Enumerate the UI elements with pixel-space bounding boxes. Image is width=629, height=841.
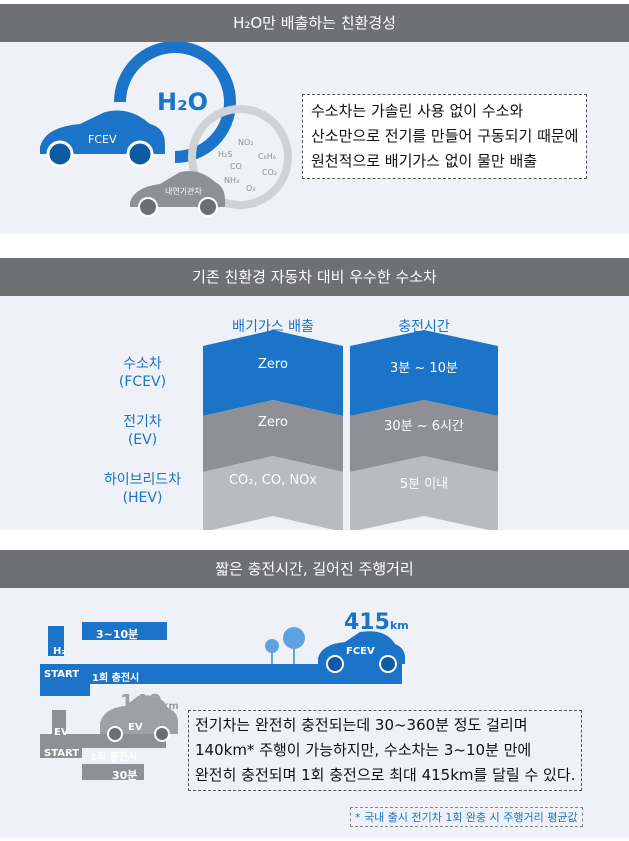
distance-unit: km: [389, 619, 409, 632]
gas-label: NH₃: [224, 176, 240, 185]
distance-value: 140: [120, 690, 162, 714]
car-label: FCEV: [88, 133, 117, 146]
section-title: 짧은 충전시간, 길어진 주행거리: [0, 550, 629, 588]
description-line: 원천적으로 배기가스 없이 물만 배출: [311, 152, 538, 170]
start-label: START: [44, 669, 80, 680]
charge-label: 1회 충전시: [90, 752, 138, 763]
row-code: (FCEV): [118, 374, 167, 390]
cell-value: 3분 ~ 10분: [390, 361, 458, 376]
description-line: 140km* 주행이 가능하지만, 수소차는 3~10분 만에: [195, 741, 532, 759]
section-title: 기존 친환경 자동차 대비 우수한 수소차: [0, 258, 629, 296]
row-name: 하이브리드차: [103, 472, 182, 488]
distance: 140km: [120, 690, 179, 714]
comparison-graphic: [203, 330, 498, 530]
row-code: (HEV): [122, 490, 163, 506]
gas-label: CO₂: [262, 168, 278, 177]
row-code: (EV): [127, 432, 158, 448]
description-box: 전기차는 완전히 충전되는데 30~360분 정도 걸리며 140km* 주행이…: [188, 710, 583, 791]
start-label: START: [44, 748, 80, 759]
column-header: 배기가스 배출: [232, 319, 314, 335]
band: [350, 330, 498, 416]
band: [350, 400, 498, 472]
range-graphic: [40, 622, 405, 780]
description-line: 전기차는 완전히 충전되는데 30~360분 정도 걸리며: [195, 716, 528, 734]
emission-graphic: [40, 42, 292, 217]
section-title: H₂O만 배출하는 친환경성: [0, 4, 629, 42]
gas-label: O₃: [246, 184, 256, 193]
band: [350, 456, 498, 530]
car-label: 내연기관차: [165, 187, 202, 196]
car-label: FCEV: [346, 646, 375, 657]
gas-label: C₆H₆: [258, 152, 277, 161]
cell-value: 30분 ~ 6시간: [384, 419, 464, 434]
band: [203, 456, 343, 530]
description-line: 수소차는 가솔린 사용 없이 수소와: [311, 102, 524, 120]
cell-value: Zero: [258, 415, 288, 430]
charge-time: 30분: [112, 769, 138, 782]
distance-unit: km: [161, 701, 179, 712]
fuel-label: EV: [54, 727, 69, 738]
band: [203, 330, 343, 416]
fuel-label: H₂: [53, 646, 66, 657]
band: [203, 400, 343, 472]
gas-label: NO₂: [238, 138, 254, 147]
description-box: 수소차는 가솔린 사용 없이 수소와 산소만으로 전기를 만들어 구동되기 때문…: [302, 94, 588, 179]
h2o-label: H₂O: [157, 88, 208, 116]
row-name: 전기차: [123, 414, 162, 430]
distance: 415km: [344, 610, 409, 635]
car-label: EV: [128, 722, 143, 733]
cell-value: Zero: [258, 357, 288, 372]
description-line: 완전히 충전되며 1회 충전으로 최대 415km를 달릴 수 있다.: [195, 766, 576, 784]
distance-value: 415: [344, 610, 390, 635]
row-name: 수소차: [123, 356, 162, 372]
gas-label: CO: [230, 162, 242, 171]
description-line: 산소만으로 전기를 만들어 구동되기 때문에: [311, 127, 579, 145]
footnote: * 국내 출시 전기차 1회 완충 시 주행거리 평균값: [350, 807, 583, 827]
charge-time: 3~10분: [96, 628, 139, 641]
gas-label: H₂S: [218, 150, 233, 159]
charge-label: 1회 충전시: [92, 673, 140, 684]
column-header: 충전시간: [398, 319, 450, 335]
cell-value: 5분 이내: [399, 477, 449, 492]
cell-value: CO₂, CO, NOx: [228, 473, 317, 488]
